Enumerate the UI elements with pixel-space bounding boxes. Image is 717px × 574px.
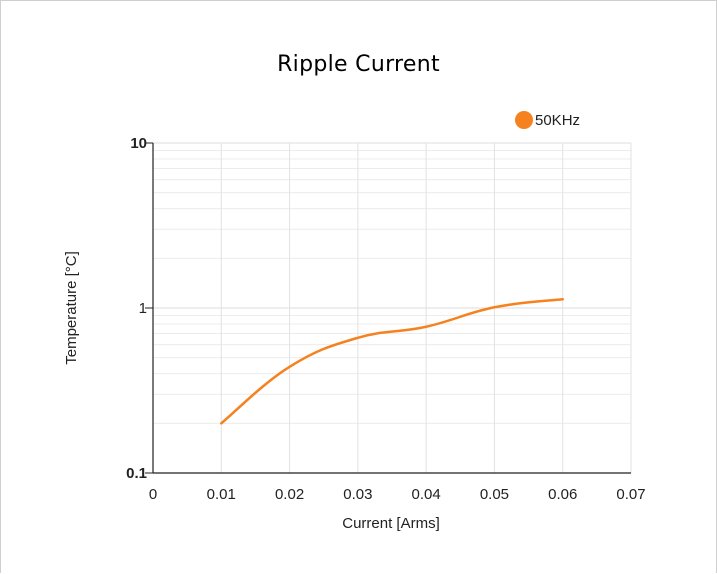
y-tick-label: 10 [130, 135, 147, 152]
chart-title: Ripple Current [277, 52, 440, 77]
x-tick-label: 0.07 [616, 486, 645, 503]
tick-labels: 0.1 1 10 0 0.01 0.02 0.03 0.04 0.05 0.06 0.07 [126, 135, 645, 503]
x-tick-label: 0 [149, 486, 157, 503]
axes [145, 142, 631, 474]
legend-label-50khz: 50KHz [535, 111, 581, 129]
series-layer [220, 297, 564, 425]
y-tick-label: 1 [139, 300, 147, 317]
legend[interactable]: 50KHz [515, 111, 580, 129]
x-tick-label: 0.02 [275, 486, 304, 503]
series-line-50khz[interactable] [220, 297, 564, 425]
x-tick-label: 0.04 [412, 486, 441, 503]
x-axis-title: Current [Arms] [342, 515, 440, 532]
x-tick-label: 0.03 [343, 486, 372, 503]
x-tick-label: 0.05 [480, 486, 509, 503]
legend-marker-50khz [515, 111, 533, 129]
grid-minor [153, 150, 631, 424]
x-tick-label: 0.01 [207, 486, 236, 503]
y-axis-title: Temperature [°C] [63, 251, 80, 365]
x-tick-label: 0.06 [548, 486, 577, 503]
y-tick-label: 0.1 [126, 465, 147, 482]
